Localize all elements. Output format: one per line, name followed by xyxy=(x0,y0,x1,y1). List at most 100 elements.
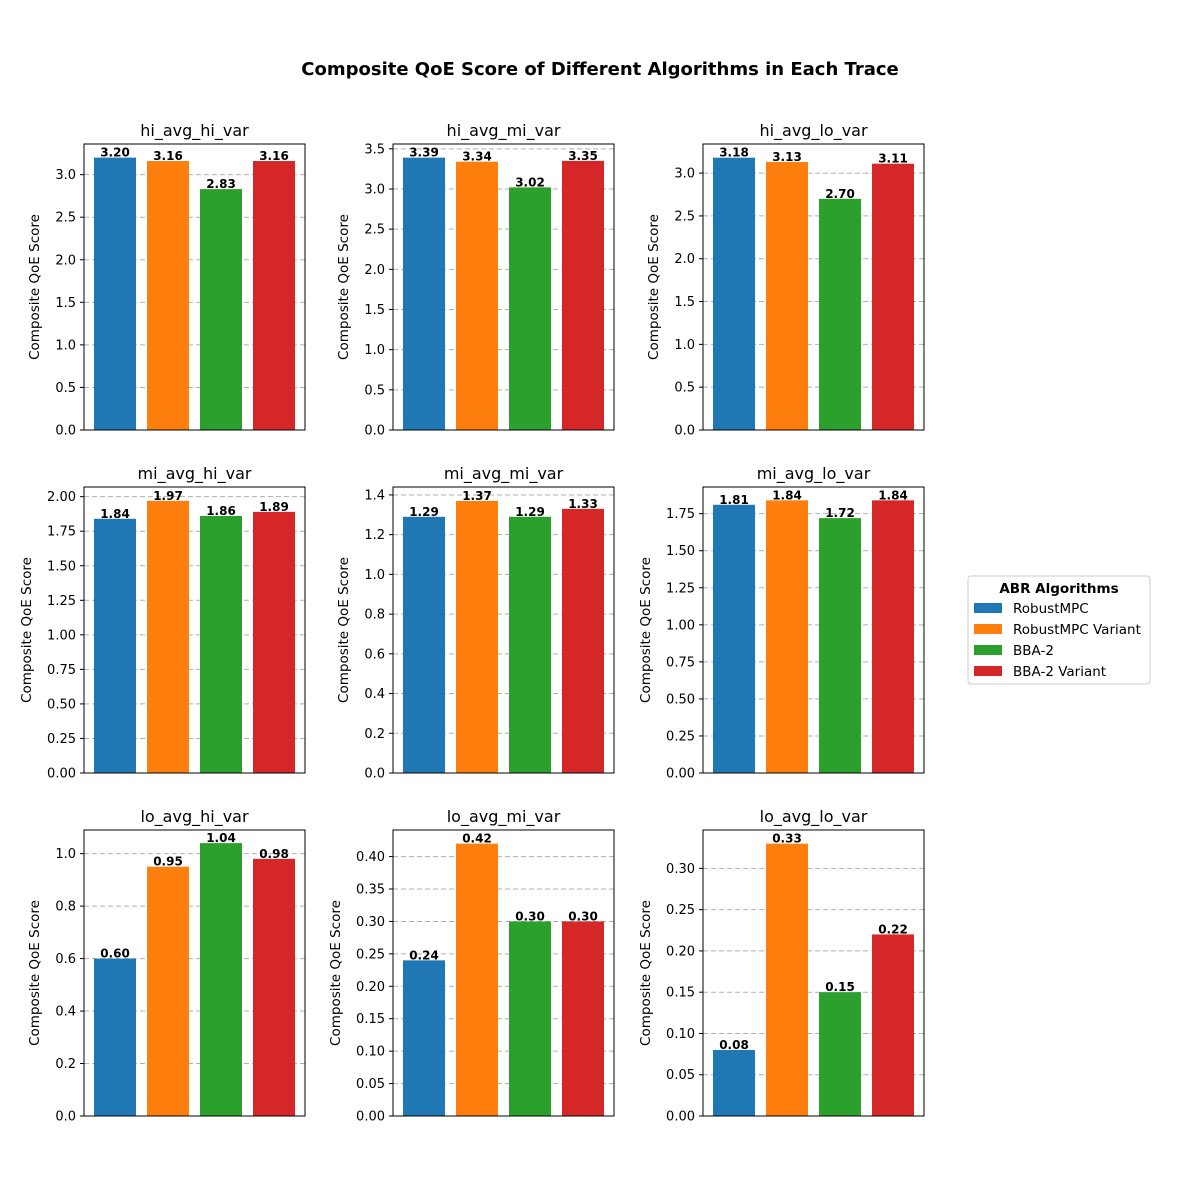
bar-value-label: 1.84 xyxy=(772,488,802,502)
y-tick-label: 0.5 xyxy=(364,383,385,398)
bar-value-label: 0.22 xyxy=(878,922,908,936)
y-tick-label: 1.5 xyxy=(674,295,695,310)
bar-robustmpc-variant xyxy=(456,500,498,773)
axes-frame xyxy=(83,143,306,431)
bar-value-label: 3.16 xyxy=(153,149,183,163)
bar-value-label: 1.89 xyxy=(259,500,289,514)
y-tick-label: 2.5 xyxy=(364,223,385,238)
subplot-mi-avg-hi-var: 1.84 1.97 1.86 1.89 0.00 0.25 0.50 0.75 1.00 1.25… xyxy=(19,464,306,782)
axes-frame xyxy=(83,486,306,774)
bar-value-label: 3.20 xyxy=(100,146,130,160)
y-tick-label: 2.0 xyxy=(55,253,76,268)
legend-label: BBA-2 xyxy=(1013,643,1054,659)
y-tick-label: 0.05 xyxy=(356,1077,385,1092)
y-tick-label: 0.00 xyxy=(666,1110,695,1125)
subplot-lo-avg-hi-var: 0.60 0.95 1.04 0.98 0.0 0.2 0.4 0.6 0.8 1.0 lo_avg… xyxy=(27,807,306,1125)
bar-bba-2 xyxy=(509,187,551,430)
bar-robustmpc-variant xyxy=(766,843,808,1116)
y-tick-label: 0.50 xyxy=(666,692,695,707)
y-tick-label: 0.0 xyxy=(364,767,385,782)
y-tick-label: 0.25 xyxy=(356,947,385,962)
y-axis-label: Composite QoE Score xyxy=(638,557,654,703)
y-tick-label: 0.35 xyxy=(356,883,385,898)
bar-bba-2 xyxy=(200,516,242,773)
axes-frame xyxy=(83,829,306,1117)
axes-frame xyxy=(702,143,925,431)
bar-robustmpc xyxy=(94,958,136,1116)
y-tick-label: 1.25 xyxy=(47,594,76,609)
y-tick-label: 0.10 xyxy=(356,1045,385,1060)
bar-bba-2 xyxy=(819,198,861,430)
bar-bba-2 xyxy=(200,189,242,430)
y-tick-label: 1.5 xyxy=(364,303,385,318)
y-tick-label: 0.4 xyxy=(364,687,385,702)
subplot-hi-avg-lo-var: 3.18 3.13 2.70 3.11 0.0 0.5 1.0 1.5 2.0 2.5 3.0 hi_… xyxy=(646,121,925,439)
subplot-title: mi_avg_lo_var xyxy=(757,464,871,484)
y-tick-label: 0.6 xyxy=(364,647,385,662)
y-axis-label: Composite QoE Score xyxy=(336,557,352,703)
legend-entry: BBA-2 xyxy=(974,643,1054,659)
y-tick-label: 3.0 xyxy=(55,168,76,183)
bar-value-label: 2.83 xyxy=(206,177,236,191)
bar-value-label: 0.60 xyxy=(100,947,130,961)
bar-robustmpc xyxy=(713,504,755,773)
subplot-mi-avg-mi-var: 1.29 1.37 1.29 1.33 0.0 0.2 0.4 0.6 0.8 1.0 1.2 1.4… xyxy=(336,464,615,782)
bar-value-label: 1.72 xyxy=(825,506,855,520)
y-tick-label: 1.25 xyxy=(666,581,695,596)
axes-frame xyxy=(392,829,615,1117)
y-tick-label: 3.0 xyxy=(364,182,385,197)
axes-frame xyxy=(392,143,615,431)
y-tick-label: 0.5 xyxy=(55,381,76,396)
axes-frame xyxy=(702,486,925,774)
bar-value-label: 0.15 xyxy=(825,980,855,994)
bar-value-label: 1.29 xyxy=(515,505,545,519)
axes-frame xyxy=(702,829,925,1117)
bar-bba-2 xyxy=(509,516,551,773)
bar-bba-2 xyxy=(819,992,861,1116)
legend-entry: BBA-2 Variant xyxy=(974,664,1106,680)
bar-robustmpc-variant xyxy=(766,161,808,430)
axes-frame xyxy=(392,486,615,774)
bar-value-label: 0.42 xyxy=(462,832,492,846)
subplot-title: mi_avg_mi_var xyxy=(444,464,564,484)
y-tick-label: 2.00 xyxy=(47,490,76,505)
bar-bba-2-variant xyxy=(562,921,604,1116)
y-axis-label: Composite QoE Score xyxy=(646,214,662,360)
subplot-hi-avg-mi-var: 3.39 3.34 3.02 3.35 0.0 0.5 1.0 1.5 2.0 2.5 3.0 3.5… xyxy=(336,121,615,439)
bar-robustmpc-variant xyxy=(766,500,808,773)
y-tick-label: 0.2 xyxy=(55,1057,76,1072)
y-tick-label: 0.15 xyxy=(356,1012,385,1027)
subplot-title: hi_avg_hi_var xyxy=(140,121,249,141)
legend-swatch xyxy=(974,603,1002,613)
legend-swatch xyxy=(974,666,1002,676)
y-tick-label: 1.50 xyxy=(666,544,695,559)
y-tick-label: 0.6 xyxy=(55,952,76,967)
bar-value-label: 0.98 xyxy=(259,847,289,861)
bar-value-label: 3.02 xyxy=(515,175,545,189)
y-tick-label: 1.50 xyxy=(47,559,76,574)
y-tick-label: 1.4 xyxy=(364,488,385,503)
legend-entry: RobustMPC xyxy=(974,601,1089,617)
y-tick-label: 0.05 xyxy=(666,1068,695,1083)
y-tick-label: 0.40 xyxy=(356,850,385,865)
subplot-title: lo_avg_lo_var xyxy=(760,807,868,827)
y-tick-label: 0.2 xyxy=(364,727,385,742)
bar-value-label: 0.30 xyxy=(515,909,545,923)
y-tick-label: 0.20 xyxy=(356,980,385,995)
bar-value-label: 1.81 xyxy=(719,493,749,507)
y-tick-label: 1.0 xyxy=(674,338,695,353)
subplot-hi-avg-hi-var: 3.20 3.16 2.83 3.16 0.0 0.5 1.0 1.5 2.0 2.5 3.0 hi_… xyxy=(27,121,306,439)
legend: ABR Algorithms RobustMPC RobustMPC Variant… xyxy=(967,575,1151,685)
bar-bba-2-variant xyxy=(562,508,604,773)
y-axis-label: Composite QoE Score xyxy=(336,214,352,360)
y-tick-label: 0.0 xyxy=(364,424,385,439)
bar-bba-2 xyxy=(819,518,861,773)
legend-label: RobustMPC xyxy=(1013,601,1089,617)
subplot-title: mi_avg_hi_var xyxy=(138,464,252,484)
bar-value-label: 1.29 xyxy=(409,505,439,519)
legend-title: ABR Algorithms xyxy=(999,581,1118,597)
bar-value-label: 2.70 xyxy=(825,187,855,201)
y-axis-label: Composite QoE Score xyxy=(638,900,654,1046)
y-tick-label: 3.5 xyxy=(364,142,385,157)
y-tick-label: 1.0 xyxy=(55,847,76,862)
